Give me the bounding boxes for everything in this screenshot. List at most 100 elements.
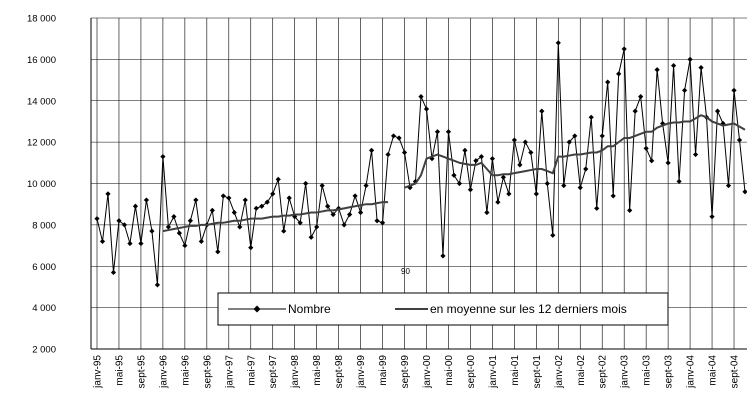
x-tick-label: janv-95 bbox=[93, 355, 104, 389]
x-tick-label: sept-98 bbox=[334, 355, 345, 389]
point bbox=[226, 195, 232, 201]
x-tick-label: mai-98 bbox=[312, 355, 323, 386]
point bbox=[176, 230, 182, 236]
point bbox=[451, 172, 457, 178]
point bbox=[193, 197, 199, 203]
point bbox=[484, 209, 490, 216]
point bbox=[616, 71, 622, 77]
x-tick-label: sept-97 bbox=[268, 355, 279, 389]
point bbox=[583, 166, 589, 172]
point bbox=[187, 218, 193, 224]
point bbox=[533, 191, 539, 197]
point bbox=[736, 137, 743, 143]
point bbox=[621, 46, 627, 52]
point bbox=[649, 158, 655, 164]
point bbox=[445, 129, 452, 135]
x-tick-label: sept-01 bbox=[532, 355, 543, 389]
point bbox=[209, 207, 215, 213]
legend-label: Nombre bbox=[288, 302, 331, 316]
point bbox=[473, 158, 479, 164]
point bbox=[363, 182, 369, 189]
x-tick-label: sept-00 bbox=[466, 355, 477, 389]
point bbox=[275, 176, 281, 182]
point bbox=[286, 195, 292, 201]
point bbox=[132, 203, 139, 209]
point bbox=[105, 191, 111, 197]
point bbox=[643, 145, 649, 151]
point bbox=[671, 62, 677, 69]
point bbox=[566, 139, 572, 145]
x-tick-label: mai-96 bbox=[180, 355, 191, 386]
point bbox=[110, 269, 117, 276]
legend-label: en moyenne sur les 12 derniers mois bbox=[430, 302, 627, 316]
point bbox=[725, 182, 732, 189]
x-tick-label: janv-98 bbox=[290, 355, 301, 389]
point bbox=[396, 135, 402, 141]
point bbox=[742, 189, 747, 195]
series-line bbox=[162, 114, 746, 233]
point bbox=[627, 207, 633, 213]
point bbox=[94, 216, 100, 222]
point bbox=[528, 149, 534, 156]
point bbox=[434, 129, 441, 135]
point bbox=[599, 133, 605, 139]
point bbox=[632, 108, 638, 114]
point bbox=[390, 133, 397, 139]
x-tick-label: mai-01 bbox=[510, 355, 521, 386]
point bbox=[423, 106, 430, 112]
x-tick-label: janv-99 bbox=[356, 355, 367, 389]
y-tick-label: 6 000 bbox=[32, 262, 56, 273]
point bbox=[522, 139, 528, 145]
x-tick-label: sept-04 bbox=[730, 355, 741, 389]
point bbox=[561, 182, 567, 189]
point bbox=[638, 94, 644, 100]
point bbox=[456, 180, 463, 187]
y-tick-label: 10 000 bbox=[27, 179, 56, 190]
point bbox=[308, 234, 314, 240]
point bbox=[314, 224, 320, 230]
x-tick-label: janv-96 bbox=[158, 355, 169, 389]
point bbox=[610, 193, 616, 199]
point bbox=[165, 224, 171, 230]
point bbox=[588, 114, 594, 120]
y-tick-label: 8 000 bbox=[32, 220, 56, 231]
point bbox=[116, 218, 122, 224]
x-tick-label: sept-95 bbox=[136, 355, 147, 389]
point bbox=[555, 40, 561, 46]
x-tick-label: mai-00 bbox=[444, 355, 455, 386]
point bbox=[654, 67, 660, 73]
x-tick-label: sept-96 bbox=[202, 355, 213, 389]
point bbox=[379, 220, 386, 226]
point bbox=[544, 180, 550, 187]
point bbox=[198, 238, 204, 245]
point bbox=[698, 65, 704, 71]
x-tick-label: mai-99 bbox=[378, 355, 389, 386]
point bbox=[731, 87, 737, 94]
point bbox=[325, 203, 331, 209]
point bbox=[292, 214, 298, 220]
y-tick-label: 18 000 bbox=[27, 14, 56, 25]
point bbox=[687, 56, 693, 62]
point bbox=[385, 151, 391, 158]
point bbox=[401, 149, 408, 156]
point bbox=[319, 182, 325, 189]
point bbox=[495, 199, 501, 205]
x-tick-label: mai-02 bbox=[576, 355, 587, 386]
x-tick-label: janv-00 bbox=[422, 355, 433, 389]
point bbox=[577, 185, 583, 191]
x-tick-label: mai-95 bbox=[114, 355, 125, 386]
point bbox=[374, 218, 380, 224]
point bbox=[368, 147, 375, 153]
point bbox=[127, 240, 133, 247]
x-tick-label: mai-04 bbox=[708, 355, 719, 386]
point bbox=[297, 220, 303, 226]
point bbox=[237, 224, 243, 230]
point bbox=[517, 162, 523, 168]
legend-box bbox=[217, 292, 669, 326]
y-tick-label: 2 000 bbox=[32, 345, 56, 356]
annotation: 90 bbox=[401, 267, 410, 276]
point bbox=[572, 133, 578, 139]
point bbox=[429, 156, 435, 162]
point bbox=[99, 238, 106, 245]
